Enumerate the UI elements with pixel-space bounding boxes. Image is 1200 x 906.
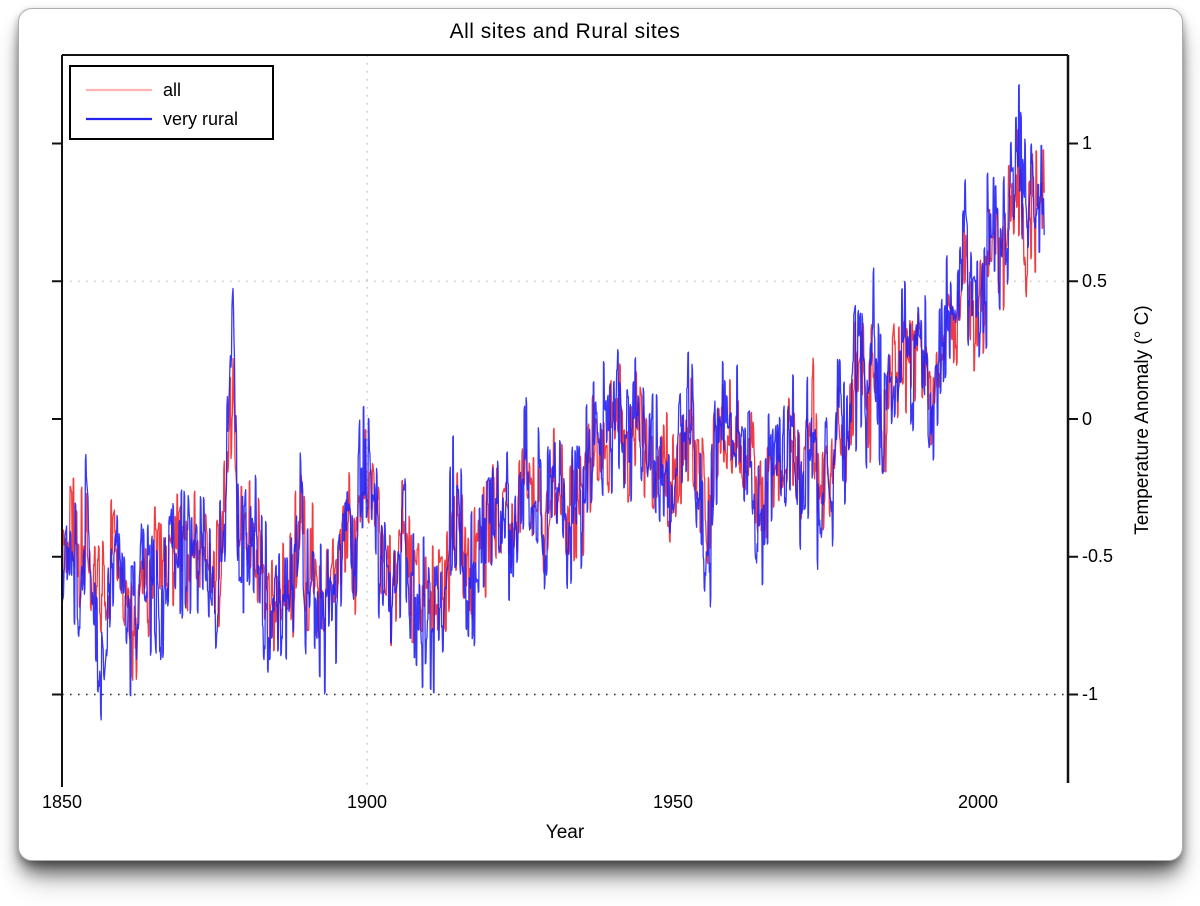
- gridlines-layer: [62, 55, 1068, 786]
- y-tick-1: 1: [1082, 133, 1092, 153]
- x-tick-1850: 1850: [42, 792, 82, 812]
- data-series-layer: [61, 84, 1045, 721]
- axes-spines-layer: [52, 54, 1078, 787]
- y-tick-neg1: -1: [1082, 684, 1098, 704]
- legend-label-all: all: [163, 80, 181, 100]
- x-tick-1950: 1950: [653, 792, 693, 812]
- x-tick-2000: 2000: [958, 792, 998, 812]
- y-tick-neg0p5: -0.5: [1082, 546, 1113, 566]
- legend-label-very-rural: very rural: [163, 109, 238, 129]
- x-axis-label: Year: [546, 822, 585, 843]
- y-axis-label: Temperature Anomaly (° C): [1132, 305, 1153, 534]
- y-tick-0p5: 0.5: [1082, 271, 1107, 291]
- y-tick-0: 0: [1082, 409, 1092, 429]
- legend-box: [69, 65, 274, 140]
- legend: all very rural: [69, 65, 274, 140]
- x-tick-1900: 1900: [347, 792, 387, 812]
- chart-title: All sites and Rural sites: [450, 20, 681, 43]
